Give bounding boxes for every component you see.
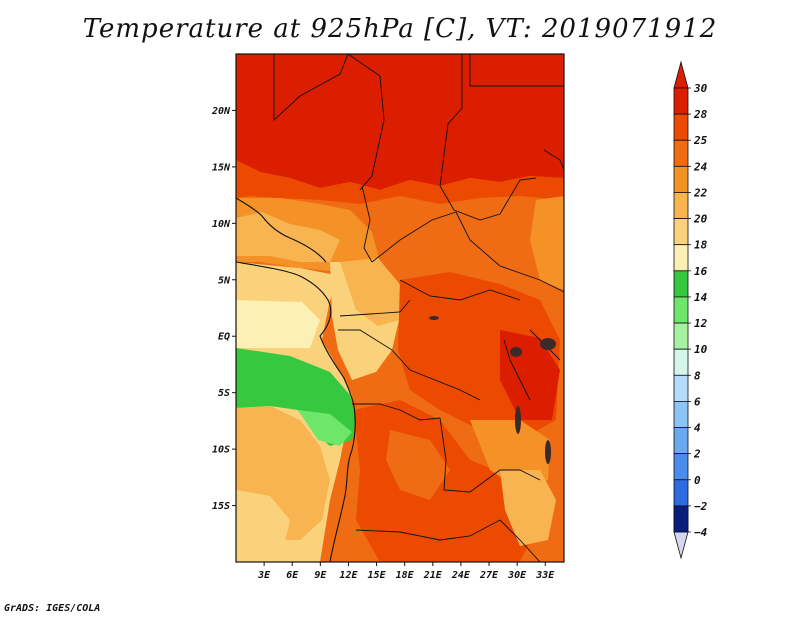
colorbar-swatch [673, 244, 689, 272]
colorbar-swatch [673, 87, 689, 115]
lake-victoria [540, 338, 556, 350]
colorbar-swatch [673, 165, 689, 193]
cool-ocean-inner [298, 410, 352, 446]
east-highland-zone [500, 470, 556, 546]
latitude-axis: 20N 15N 10N 5N EQ 5S 10S 15S [211, 106, 236, 512]
ocean-bight-zone [236, 266, 312, 302]
colorbar-label: 25 [693, 134, 708, 147]
colorbar-label: 24 [693, 160, 708, 173]
lake-albert [510, 347, 522, 357]
lon-tick-label: 3E [257, 570, 271, 581]
colorbar-swatch [673, 453, 689, 481]
lon-tick-label: 24E [451, 570, 471, 581]
lon-tick-label: 30E [507, 570, 527, 581]
southeast-atlantic-cool [236, 490, 290, 562]
warm-sahel-band [236, 160, 564, 204]
cameroon-highland-zone [340, 258, 410, 326]
colorbar-swatch [673, 192, 689, 219]
colorbar-swatch [673, 296, 689, 324]
colorbar-swatch [673, 139, 689, 167]
colorbar-swatch [673, 218, 689, 246]
chart-title: Temperature at 925hPa [C], VT: 201907191… [82, 14, 718, 44]
colorbar-swatch [673, 348, 689, 376]
colorbar-label: 6 [694, 395, 701, 408]
lon-tick-label: 9E [314, 570, 327, 581]
colorbar-label: −2 [694, 500, 708, 513]
hot-north-zone [236, 54, 564, 190]
colorbar-label: 16 [694, 265, 708, 278]
colorbar-swatch [673, 427, 689, 455]
ocean-cool-zone [236, 300, 320, 348]
colorbar-label: 0 [694, 474, 701, 487]
lat-tick-label: EQ [218, 332, 230, 343]
colorbar-bottom-cap [673, 531, 689, 560]
colorbar-swatch [673, 270, 689, 298]
lon-tick-label: 18E [396, 570, 415, 581]
ethiopia-highland-zone [530, 196, 564, 290]
lat-tick-label: 15N [212, 162, 231, 173]
lat-tick-label: 5N [218, 275, 231, 286]
colorbar-label: 30 [693, 82, 708, 95]
lon-tick-label: 33E [535, 570, 555, 581]
coastlines [236, 197, 356, 562]
colorbar-top-cap [673, 60, 689, 89]
colorbar-label: 12 [694, 317, 708, 330]
lon-tick-label: 21E [423, 570, 443, 581]
colorbar-label: 22 [693, 186, 708, 199]
colorbar-label: 4 [694, 422, 701, 435]
colorbar-label: 20 [693, 213, 708, 226]
lat-tick-label: 20N [211, 106, 231, 117]
colorbar-swatch [673, 479, 689, 507]
colorbar-swatch [673, 401, 689, 428]
country-borders [273, 54, 564, 562]
lat-tick-label: 15S [212, 501, 230, 512]
colorbar-label: 8 [694, 369, 701, 382]
lake-malawi [545, 440, 551, 464]
lon-tick-label: 27E [479, 570, 499, 581]
lake-tanganyika [515, 406, 521, 434]
colorbar-swatch [673, 374, 689, 402]
longitude-axis: 3E 6E 9E 12E 15E 18E 21E 24E 27E 30E 33E [257, 562, 555, 581]
colorbar-label: 28 [693, 108, 708, 121]
colorbar-label: 10 [694, 343, 708, 356]
lake-congo-basin [429, 316, 439, 320]
colorbar-label: 18 [694, 239, 708, 252]
colorbar-label: −4 [694, 526, 708, 539]
plot-frame [235, 53, 565, 563]
lon-tick-label: 12E [339, 570, 358, 581]
lat-tick-label: 10S [212, 445, 230, 456]
lat-tick-label: 10N [212, 219, 231, 230]
colorbar-swatch [673, 113, 689, 141]
temperature-field [236, 54, 564, 562]
lon-tick-label: 6E [286, 570, 299, 581]
lakes [429, 316, 556, 464]
grads-credit: GrADS: IGES/COLA [4, 603, 101, 614]
colorbar-label: 2 [693, 448, 701, 461]
lat-tick-label: 5S [218, 388, 230, 399]
colorbar-label: 14 [694, 291, 708, 304]
colorbar-swatch [673, 505, 689, 533]
lon-tick-label: 15E [368, 570, 387, 581]
colorbar-swatch [673, 322, 689, 350]
angola-plateau-zone [386, 430, 450, 500]
